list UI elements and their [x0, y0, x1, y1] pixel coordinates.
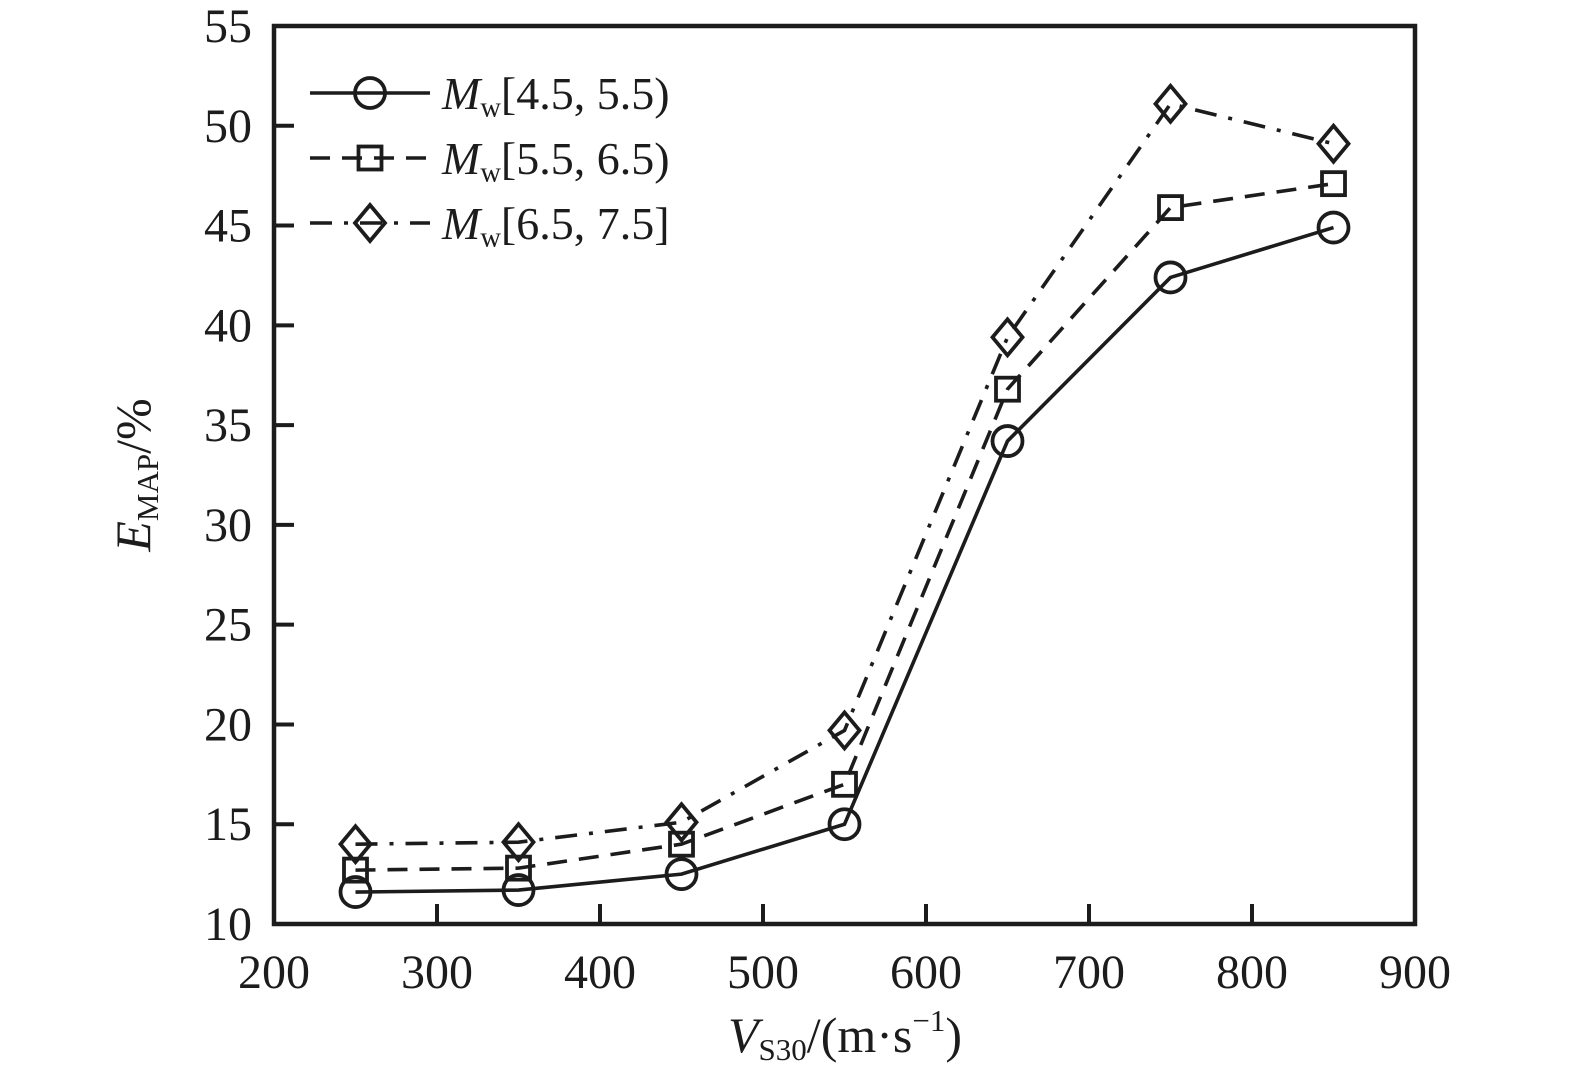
legend: Mw[4.5, 5.5) Mw[5.5, 6.5) Mw[6.5, 7.5] — [310, 68, 670, 253]
x-axis-label: VS30/(m·s−1) — [728, 1003, 962, 1067]
data-point-marker — [1320, 170, 1347, 198]
data-point-marker — [990, 316, 1025, 359]
x-tick-label: 900 — [1379, 946, 1451, 999]
data-point-marker — [501, 821, 536, 864]
x-tick-label: 800 — [1216, 946, 1288, 999]
legend-marker-square — [356, 144, 384, 172]
legend-item: Mw[4.5, 5.5) — [310, 68, 670, 123]
data-point-marker — [338, 823, 373, 866]
data-point-marker — [990, 424, 1025, 458]
data-point-marker — [501, 873, 536, 907]
legend-marker-circle — [353, 76, 387, 110]
x-tick-label: 300 — [401, 946, 473, 999]
data-point-marker — [668, 830, 695, 858]
data-point-marker — [1153, 260, 1188, 295]
y-tick-label: 40 — [204, 299, 252, 352]
y-tick-label: 55 — [204, 0, 252, 53]
y-tick-label: 10 — [204, 898, 252, 951]
legend-marker-diamond — [352, 202, 388, 244]
legend-label: Mw[6.5, 7.5] — [441, 198, 670, 253]
data-point-marker — [827, 709, 862, 752]
legend-item: Mw[5.5, 6.5) — [310, 133, 670, 188]
y-tick-label: 35 — [204, 399, 252, 452]
x-tick-label: 500 — [727, 946, 799, 999]
y-tick-label: 15 — [204, 798, 252, 851]
data-point-marker — [1316, 210, 1351, 245]
series-line-0 — [355, 225, 1335, 894]
y-tick-label: 20 — [204, 698, 252, 751]
data-point-marker — [1316, 122, 1351, 165]
x-tick-label: 600 — [890, 946, 962, 999]
data-point-marker — [994, 375, 1021, 403]
series-diamond — [338, 82, 1351, 866]
data-point-marker — [831, 770, 858, 798]
legend-label: Mw[5.5, 6.5) — [441, 133, 670, 188]
legend-item: Mw[6.5, 7.5] — [310, 198, 670, 253]
data-point-marker — [342, 856, 369, 884]
data-point-marker — [1157, 194, 1184, 221]
data-point-marker — [827, 807, 862, 842]
y-tick-label: 30 — [204, 499, 252, 552]
data-point-marker — [664, 857, 699, 892]
y-tick-label: 50 — [204, 100, 252, 153]
series-circle — [338, 210, 1351, 909]
data-point-marker — [505, 854, 532, 882]
y-axis-label: EMAP/% — [105, 398, 165, 552]
x-tick-label: 400 — [564, 946, 636, 999]
x-tick-label: 700 — [1053, 946, 1125, 999]
series-square — [342, 170, 1347, 884]
y-tick-label: 45 — [204, 200, 252, 253]
plot-border — [271, 23, 1418, 927]
y-tick-label: 25 — [204, 599, 252, 652]
data-point-marker — [338, 875, 373, 909]
series-line-2 — [355, 101, 1334, 846]
x-tick-label: 200 — [238, 946, 310, 999]
legend-label: Mw[4.5, 5.5) — [441, 68, 670, 123]
data-point-marker — [1153, 82, 1188, 125]
data-point-marker — [664, 801, 699, 844]
series-line-1 — [355, 181, 1334, 872]
